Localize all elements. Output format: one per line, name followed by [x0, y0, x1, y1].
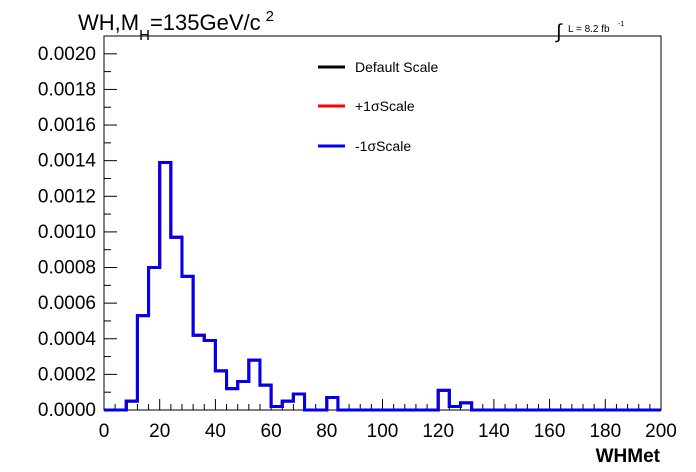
- y-tick-label: 0.0002: [38, 364, 96, 385]
- y-tick-label: 0.0020: [38, 44, 96, 65]
- x-tick-label: 180: [589, 421, 621, 442]
- legend-label: -1σScale: [355, 138, 411, 154]
- legend: Default Scale +1σScale -1σScale: [318, 59, 438, 154]
- x-tick-label: 120: [422, 421, 454, 442]
- x-tick-label: 140: [478, 421, 510, 442]
- series-line-0: [104, 160, 661, 412]
- y-tick-label: 0.0006: [38, 293, 96, 314]
- x-tick-label: 200: [645, 421, 677, 442]
- title-superscript: 2: [266, 8, 274, 25]
- y-tick-label: 0.0014: [38, 151, 97, 172]
- x-axis-title: WHMet: [596, 446, 661, 467]
- y-tick-label: 0.0008: [38, 258, 96, 279]
- x-tick-label: 100: [367, 421, 399, 442]
- series-layer: [104, 160, 661, 412]
- y-tick-label: 0.0004: [38, 329, 97, 350]
- series-line-1: [104, 160, 661, 412]
- legend-label: +1σScale: [355, 98, 415, 114]
- chart-title: WH,MH=135GeV/c 2: [78, 8, 274, 44]
- title-prefix: WH,M: [78, 10, 139, 35]
- y-tick-label: 0.0016: [38, 115, 96, 136]
- svg-text:WH,MH=135GeV/c2: WH,MH=135GeV/c 2: [78, 8, 274, 44]
- y-tick-label: 0.0012: [38, 186, 96, 207]
- title-value: =135GeV/c: [150, 10, 261, 35]
- x-axis: 0 20 40 60 80 100 120 140 160 180 200: [99, 399, 677, 442]
- luminosity-label: ∫ L = 8.2 fb -1: [555, 21, 624, 43]
- y-axis: 0.0000 0.0002 0.0004 0.0006 0.0008 0.0010 0.00…: [38, 44, 117, 421]
- y-tick-label: 0.0000: [38, 400, 96, 421]
- x-tick-label: 60: [261, 421, 282, 442]
- luminosity-superscript: -1: [618, 21, 624, 28]
- y-tick-label: 0.0018: [38, 79, 96, 100]
- x-tick-label: 160: [534, 421, 566, 442]
- y-tick-label: 0.0010: [38, 222, 96, 243]
- legend-label: Default Scale: [355, 59, 438, 75]
- series-line-2: [104, 160, 661, 412]
- x-tick-label: 40: [205, 421, 226, 442]
- integral-symbol: ∫: [555, 21, 563, 43]
- luminosity-text: L = 8.2 fb: [568, 24, 610, 35]
- x-tick-label: 0: [99, 421, 110, 442]
- plot-frame: [103, 35, 662, 411]
- x-tick-label: 20: [149, 421, 170, 442]
- x-tick-label: 80: [316, 421, 337, 442]
